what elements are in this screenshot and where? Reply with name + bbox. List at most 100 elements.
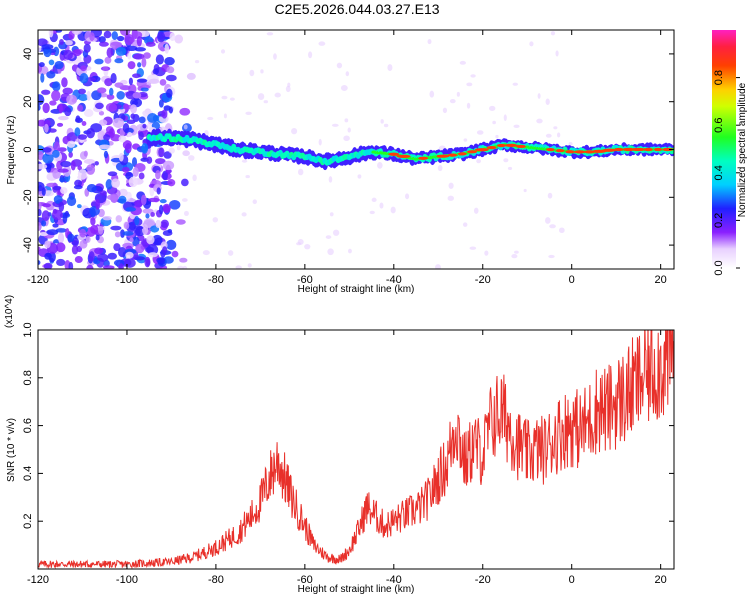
noise-blob — [95, 234, 100, 241]
noise-blob — [118, 152, 124, 162]
noise-blob — [55, 242, 66, 253]
noise-blob — [51, 209, 63, 221]
noise-blob — [118, 195, 127, 204]
noise-blob — [40, 73, 45, 83]
noise-blob — [287, 82, 291, 88]
noise-blob — [220, 49, 226, 54]
noise-blob — [107, 171, 118, 177]
noise-blob — [110, 41, 122, 46]
noise-blob — [72, 49, 82, 57]
noise-blob — [104, 78, 113, 87]
noise-blob — [448, 182, 454, 189]
noise-blob — [179, 257, 188, 263]
noise-blob — [134, 199, 143, 208]
noise-blob — [74, 127, 81, 137]
noise-blob — [97, 87, 107, 94]
x-tick-label: 20 — [655, 274, 667, 286]
noise-blob — [99, 119, 108, 126]
noise-blob — [78, 88, 86, 95]
noise-blob — [99, 190, 107, 196]
noise-blob — [241, 159, 248, 163]
noise-blob — [41, 89, 51, 95]
noise-blob — [132, 73, 141, 79]
noise-blob — [235, 265, 242, 269]
noise-blob — [147, 252, 158, 258]
noise-blob — [56, 258, 66, 267]
noise-blob — [38, 94, 45, 106]
noise-blob — [104, 56, 112, 64]
noise-blob — [97, 225, 104, 235]
noise-blob — [469, 246, 477, 250]
x-tick-label: -80 — [208, 274, 224, 286]
noise-blob — [140, 194, 147, 206]
noise-blob — [134, 215, 140, 226]
noise-blob — [371, 197, 377, 203]
noise-blob — [94, 161, 99, 166]
x-tick-label: -120 — [27, 574, 49, 586]
noise-blob — [128, 77, 133, 86]
noise-blob — [511, 254, 518, 259]
noise-blob — [105, 179, 113, 190]
noise-blob — [124, 143, 132, 154]
noise-blob — [111, 31, 118, 40]
noise-blob — [304, 243, 311, 250]
noise-blob — [63, 49, 73, 60]
noise-blob — [447, 195, 455, 201]
noise-blob — [94, 58, 104, 65]
noise-blob — [142, 123, 147, 129]
noise-blob — [49, 100, 57, 106]
noise-blob — [86, 90, 91, 101]
noise-blob — [273, 53, 277, 60]
noise-blob — [156, 257, 166, 264]
noise-blob — [459, 60, 466, 65]
noise-blob — [260, 69, 264, 74]
noise-blob — [98, 144, 111, 150]
noise-blob — [60, 161, 72, 168]
noise-blob — [340, 85, 348, 91]
spectrogram-content — [38, 30, 674, 269]
noise-blob — [38, 208, 42, 217]
noise-blob — [347, 127, 351, 133]
ridge-peak — [622, 147, 635, 152]
noise-blob — [114, 82, 124, 88]
noise-blob — [126, 198, 136, 203]
noise-blob — [132, 92, 142, 99]
x-tick-label: -60 — [297, 274, 313, 286]
noise-blob — [114, 58, 124, 64]
noise-blob — [529, 41, 534, 47]
noise-blob — [379, 202, 384, 209]
noise-blob — [147, 197, 160, 203]
noise-blob — [160, 219, 170, 229]
noise-blob — [127, 132, 133, 138]
noise-blob — [164, 56, 175, 66]
noise-blob — [484, 250, 489, 256]
noise-blob — [130, 113, 136, 119]
noise-blob — [89, 32, 95, 42]
noise-blob — [102, 215, 112, 221]
noise-blob — [329, 212, 334, 217]
noise-blob — [83, 150, 88, 157]
colorbar-tick-label: 0.4 — [713, 165, 725, 180]
noise-blob — [116, 91, 125, 100]
noise-blob — [42, 152, 54, 164]
noise-blob — [106, 194, 119, 201]
noise-blob — [46, 229, 59, 236]
noise-blob — [166, 66, 175, 74]
noise-blob — [227, 250, 234, 256]
noise-blob — [390, 206, 396, 214]
noise-blob — [129, 237, 134, 243]
noise-blob — [75, 115, 81, 123]
snr-x-ticks: -120 -100 -80 -60 -40 -20 0 20 — [27, 330, 667, 586]
noise-blob — [60, 187, 68, 194]
noise-blob — [48, 59, 55, 66]
noise-blob — [163, 151, 172, 159]
noise-blob — [553, 126, 558, 130]
noise-blob — [103, 150, 109, 159]
x-tick-label: -20 — [475, 574, 491, 586]
noise-blob — [241, 212, 247, 217]
noise-blob — [165, 168, 172, 174]
noise-blob — [111, 178, 120, 189]
noise-blob — [55, 30, 63, 33]
noise-blob — [123, 221, 130, 230]
noise-blob — [164, 43, 170, 54]
